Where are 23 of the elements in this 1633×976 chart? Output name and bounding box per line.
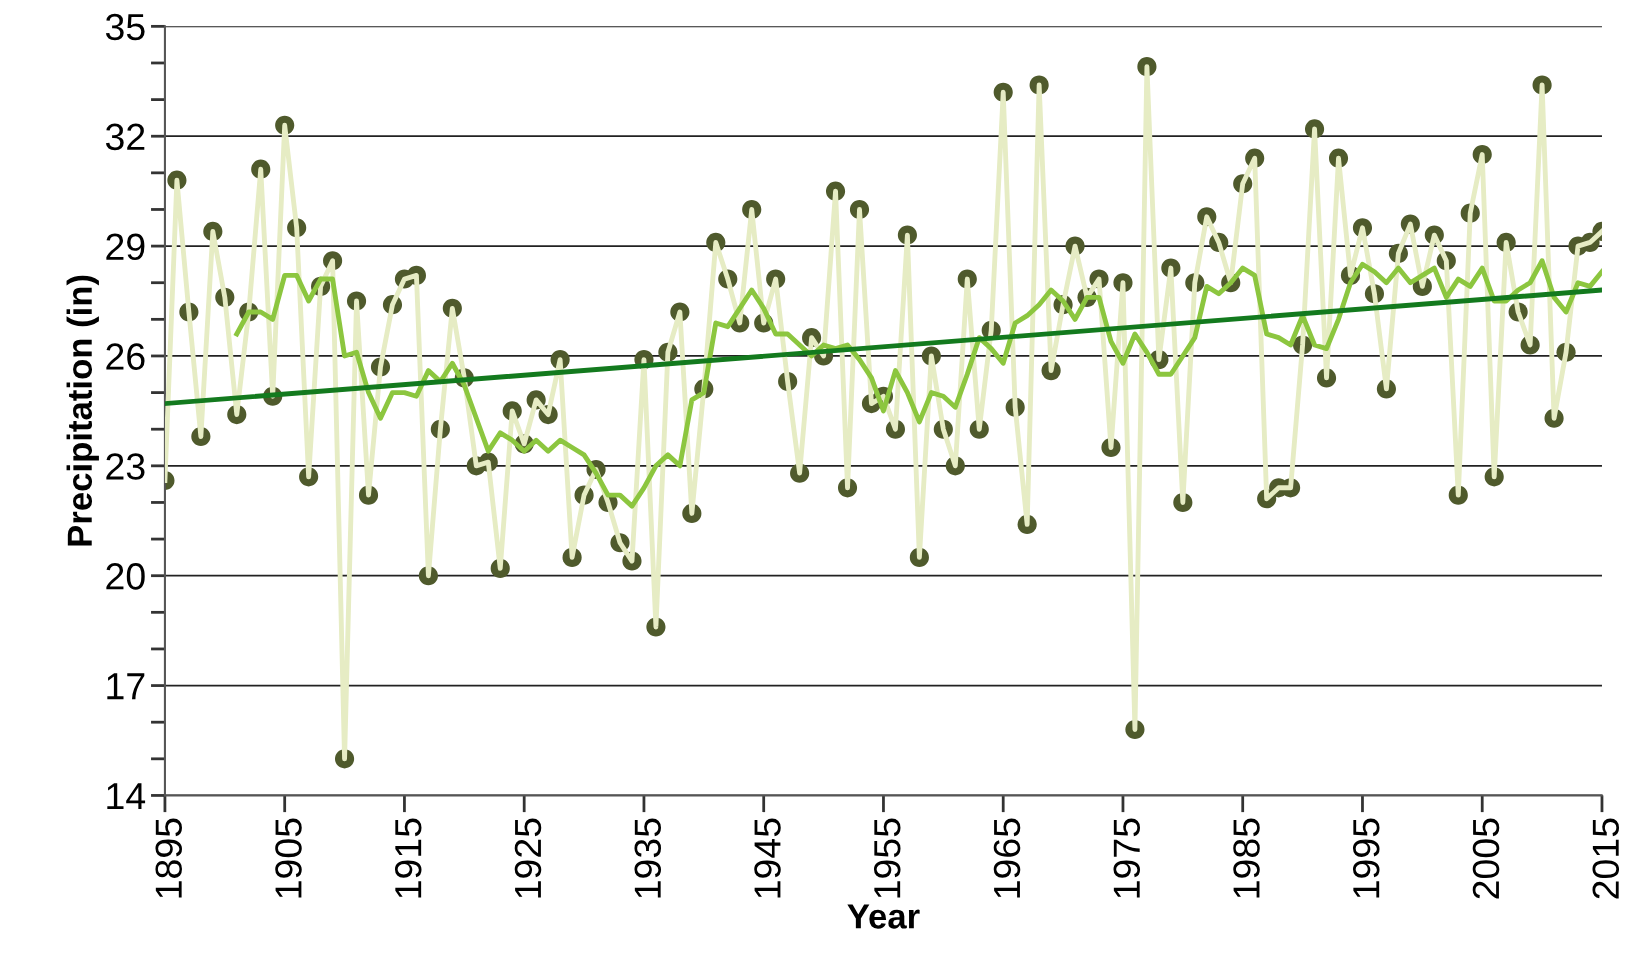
x-tick-label: 2005 [1472,818,1500,899]
x-tick-label: 1945 [754,818,781,898]
x-axis-title: Year [847,904,920,929]
y-tick-label: 17 [107,673,145,700]
y-tick-label: 35 [105,13,145,41]
x-tick-label: 1995 [1352,818,1380,898]
x-tick-label: 1965 [993,818,1021,898]
x-tick-label: 1975 [1113,818,1141,898]
y-tick-label: 23 [106,453,145,480]
x-tick-label: 1955 [873,818,901,898]
y-tick-label: 26 [106,343,145,370]
y-tick-label: 20 [106,563,145,590]
y-tick-label: 14 [107,783,146,810]
x-tick-label: 1915 [394,818,422,898]
x-tick-label: 2015 [1592,818,1620,899]
x-tick-label: 1905 [275,818,302,898]
x-tick-label: 1985 [1233,818,1260,898]
y-axis-title: Precipitation (in) [66,275,99,546]
y-tick-label: 32 [105,123,145,151]
y-tick-label: 29 [106,233,145,261]
x-tick-label: 1895 [155,818,182,898]
x-tick-label: 1935 [634,818,662,898]
x-tick-label: 1925 [514,818,542,898]
